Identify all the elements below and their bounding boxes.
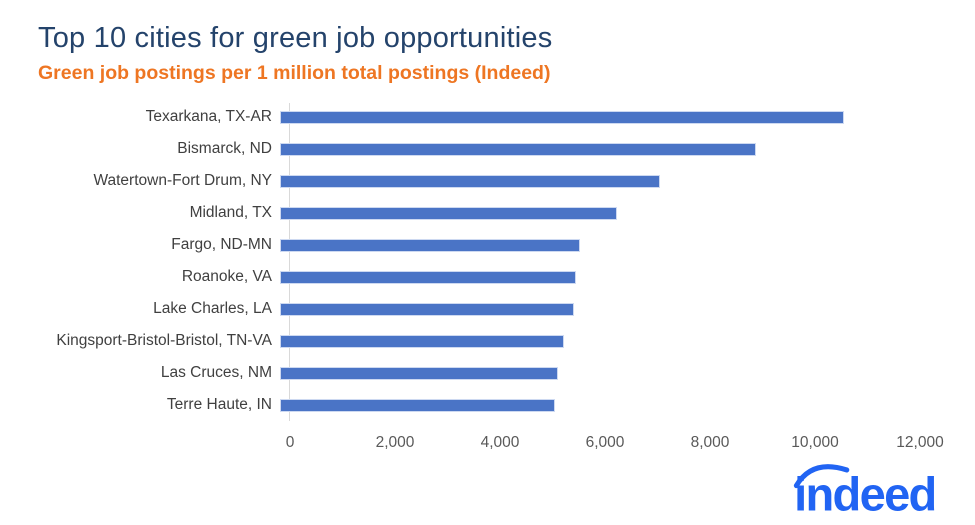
bar-row: Fargo, ND-MN xyxy=(0,229,920,261)
category-label: Watertown-Fort Drum, NY xyxy=(93,172,272,189)
bar xyxy=(280,366,559,380)
bar-track xyxy=(280,174,910,188)
bar-track xyxy=(280,206,910,220)
bar-row: Kingsport-Bristol-Bristol, TN-VA xyxy=(0,325,920,357)
category-label: Kingsport-Bristol-Bristol, TN-VA xyxy=(56,332,272,349)
bar-track xyxy=(280,110,910,124)
y-axis-line xyxy=(289,103,290,421)
bar-track xyxy=(280,270,910,284)
bar xyxy=(280,238,581,252)
bar-row: Roanoke, VA xyxy=(0,261,920,293)
x-tick-label: 2,000 xyxy=(375,434,415,451)
x-tick-label: 12,000 xyxy=(896,434,944,451)
bar xyxy=(280,110,845,124)
x-tick-label: 10,000 xyxy=(791,434,839,451)
bar-row: Midland, TX xyxy=(0,197,920,229)
category-label: Texarkana, TX-AR xyxy=(145,108,272,125)
x-tick-label: 0 xyxy=(285,434,295,451)
bar-row: Las Cruces, NM xyxy=(0,357,920,389)
bar-track xyxy=(280,238,910,252)
category-label: Las Cruces, NM xyxy=(160,364,272,381)
bar xyxy=(280,270,577,284)
x-tick-label: 6,000 xyxy=(585,434,625,451)
page-subtitle: Green job postings per 1 million total p… xyxy=(38,62,551,84)
bar-row: Terre Haute, IN xyxy=(0,389,920,421)
bar-row: Texarkana, TX-AR xyxy=(0,101,920,133)
category-label: Midland, TX xyxy=(189,204,272,221)
category-label: Terre Haute, IN xyxy=(166,396,272,413)
bar-row: Lake Charles, LA xyxy=(0,293,920,325)
bar-track xyxy=(280,142,910,156)
bar xyxy=(280,398,556,412)
indeed-arc-icon xyxy=(793,464,850,489)
bar-track xyxy=(280,302,910,316)
category-label: Bismarck, ND xyxy=(177,140,272,157)
indeed-wordmark: indeed xyxy=(794,467,936,517)
category-label: Roanoke, VA xyxy=(181,268,272,285)
bar xyxy=(280,206,618,220)
x-tick-label: 8,000 xyxy=(690,434,730,451)
bar-row: Watertown-Fort Drum, NY xyxy=(0,165,920,197)
bar-track xyxy=(280,366,910,380)
bar-track xyxy=(280,398,910,412)
category-label: Lake Charles, LA xyxy=(153,300,272,317)
page-title: Top 10 cities for green job opportunitie… xyxy=(38,22,553,54)
bar-row: Bismarck, ND xyxy=(0,133,920,165)
indeed-logo: indeed xyxy=(793,464,937,517)
bar xyxy=(280,174,660,188)
bar xyxy=(280,142,757,156)
bar xyxy=(280,302,574,316)
category-label: Fargo, ND-MN xyxy=(171,236,272,253)
x-axis: 0 2,000 4,000 6,000 8,000 10,000 12,000 xyxy=(286,434,944,456)
bar-rows: Texarkana, TX-AR Bismarck, ND Watertown-Fo… xyxy=(0,101,920,421)
bar-track xyxy=(280,334,910,348)
x-tick-label: 4,000 xyxy=(480,434,520,451)
bar xyxy=(280,334,565,348)
